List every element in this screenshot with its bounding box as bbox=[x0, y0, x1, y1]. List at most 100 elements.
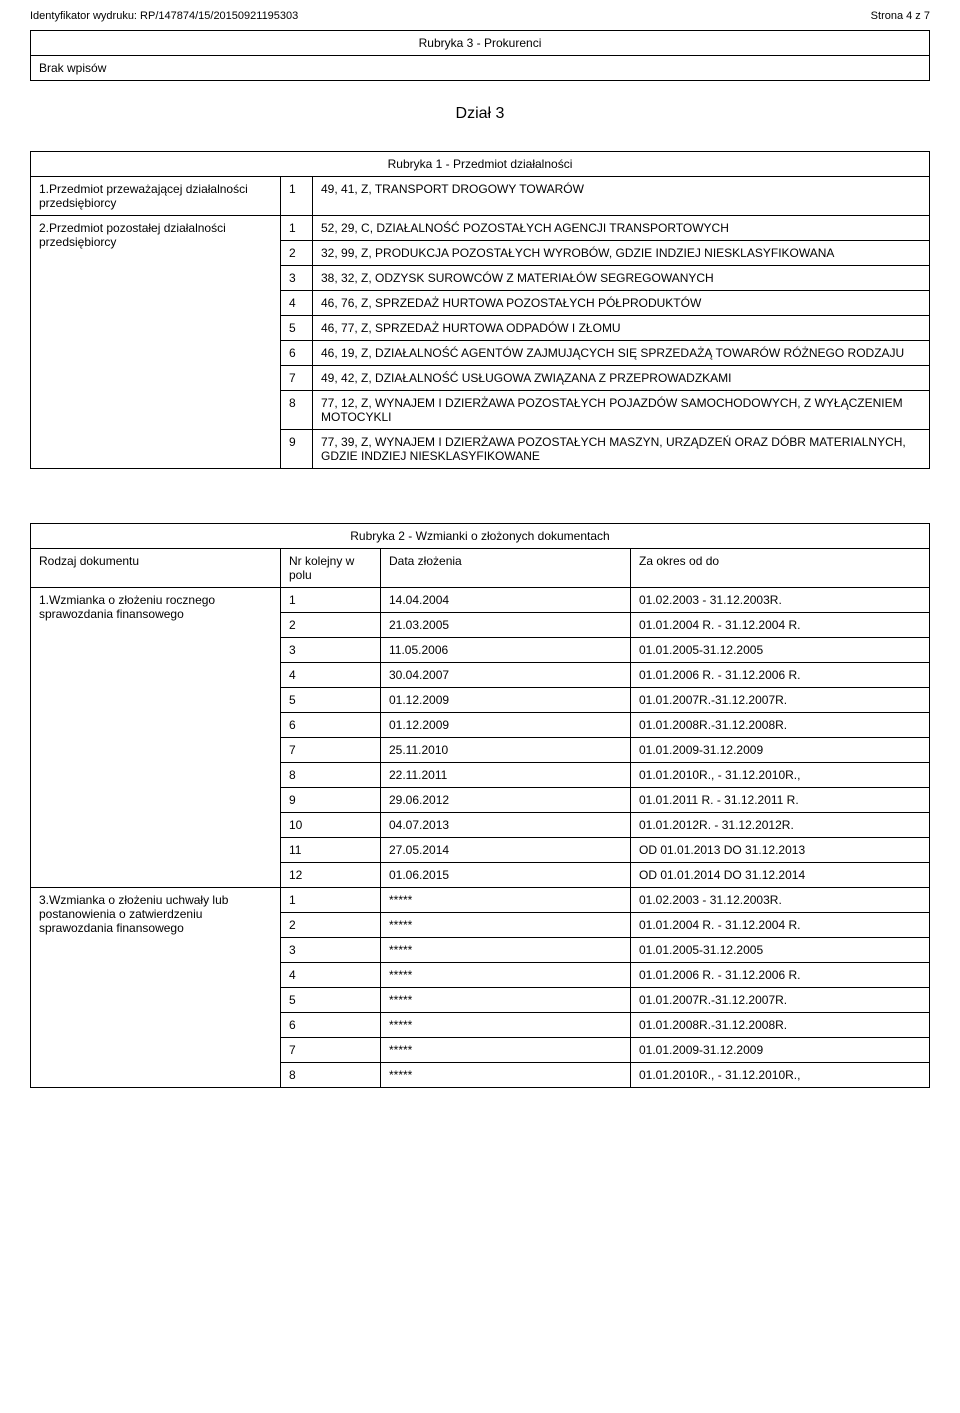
rubryka1-item-text: 52, 29, C, DZIAŁALNOŚĆ POZOSTAŁYCH AGENC… bbox=[313, 216, 930, 241]
rubryka2-title: Rubryka 2 - Wzmianki o złożonych dokumen… bbox=[31, 524, 930, 549]
table-cell-n: 6 bbox=[281, 1013, 381, 1038]
table-cell-period: 01.01.2005-31.12.2005 bbox=[631, 938, 930, 963]
table-cell-period: 01.01.2009-31.12.2009 bbox=[631, 738, 930, 763]
rubryka1-item-n: 2 bbox=[281, 241, 313, 266]
table-cell-n: 12 bbox=[281, 863, 381, 888]
table-cell-date: 21.03.2005 bbox=[381, 613, 631, 638]
dzial-heading: Dział 3 bbox=[30, 105, 930, 123]
rubryka1-item-n: 7 bbox=[281, 366, 313, 391]
table-cell-n: 9 bbox=[281, 788, 381, 813]
table-cell-n: 5 bbox=[281, 688, 381, 713]
rubryka2-group3-label: 3.Wzmianka o złożeniu uchwały lub postan… bbox=[31, 888, 281, 1088]
rubryka1-item-n: 4 bbox=[281, 291, 313, 316]
table-cell-n: 3 bbox=[281, 638, 381, 663]
table-cell-period: 01.01.2004 R. - 31.12.2004 R. bbox=[631, 913, 930, 938]
table-cell-n: 8 bbox=[281, 1063, 381, 1088]
rubryka3-table: Rubryka 3 - Prokurenci Brak wpisów bbox=[30, 30, 930, 81]
rubryka1-item-text: 46, 19, Z, DZIAŁALNOŚĆ AGENTÓW ZAJMUJĄCY… bbox=[313, 341, 930, 366]
table-cell-date: 29.06.2012 bbox=[381, 788, 631, 813]
rubryka1-row1-text: 49, 41, Z, TRANSPORT DROGOWY TOWARÓW bbox=[313, 177, 930, 216]
table-cell-period: OD 01.01.2013 DO 31.12.2013 bbox=[631, 838, 930, 863]
rubryka1-item-text: 46, 77, Z, SPRZEDAŻ HURTOWA ODPADÓW I ZŁ… bbox=[313, 316, 930, 341]
table-cell-period: 01.01.2005-31.12.2005 bbox=[631, 638, 930, 663]
table-cell-period: 01.01.2008R.-31.12.2008R. bbox=[631, 713, 930, 738]
table-cell-date: 01.12.2009 bbox=[381, 688, 631, 713]
rubryka3-empty: Brak wpisów bbox=[31, 56, 930, 81]
table-cell-period: 01.01.2009-31.12.2009 bbox=[631, 1038, 930, 1063]
table-cell-period: 01.01.2006 R. - 31.12.2006 R. bbox=[631, 963, 930, 988]
rubryka2-col-period: Za okres od do bbox=[631, 549, 930, 588]
rubryka1-item-text: 77, 12, Z, WYNAJEM I DZIERŻAWA POZOSTAŁY… bbox=[313, 391, 930, 430]
table-cell-period: 01.01.2010R., - 31.12.2010R., bbox=[631, 1063, 930, 1088]
rubryka2-group1-label: 1.Wzmianka o złożeniu rocznego sprawozda… bbox=[31, 588, 281, 888]
page-number: Strona 4 z 7 bbox=[871, 10, 930, 22]
table-cell-period: 01.01.2008R.-31.12.2008R. bbox=[631, 1013, 930, 1038]
table-cell-date: 30.04.2007 bbox=[381, 663, 631, 688]
rubryka1-item-n: 6 bbox=[281, 341, 313, 366]
table-cell-n: 11 bbox=[281, 838, 381, 863]
table-cell-n: 3 bbox=[281, 938, 381, 963]
rubryka1-row1-label: 1.Przedmiot przeważającej działalności p… bbox=[31, 177, 281, 216]
table-cell-date: 04.07.2013 bbox=[381, 813, 631, 838]
table-cell-n: 4 bbox=[281, 663, 381, 688]
table-cell-n: 4 bbox=[281, 963, 381, 988]
table-cell-date: ***** bbox=[381, 1063, 631, 1088]
table-cell-n: 10 bbox=[281, 813, 381, 838]
rubryka1-item-text: 46, 76, Z, SPRZEDAŻ HURTOWA POZOSTAŁYCH … bbox=[313, 291, 930, 316]
table-cell-date: ***** bbox=[381, 988, 631, 1013]
rubryka1-item-n: 9 bbox=[281, 430, 313, 469]
rubryka1-item-text: 77, 39, Z, WYNAJEM I DZIERŻAWA POZOSTAŁY… bbox=[313, 430, 930, 469]
table-cell-period: 01.01.2007R.-31.12.2007R. bbox=[631, 988, 930, 1013]
table-cell-date: ***** bbox=[381, 963, 631, 988]
rubryka2-table: Rubryka 2 - Wzmianki o złożonych dokumen… bbox=[30, 523, 930, 1088]
table-cell-date: ***** bbox=[381, 1013, 631, 1038]
page: Identyfikator wydruku: RP/147874/15/2015… bbox=[0, 0, 960, 1142]
table-cell-period: 01.02.2003 - 31.12.2003R. bbox=[631, 888, 930, 913]
rubryka1-item-text: 49, 42, Z, DZIAŁALNOŚĆ USŁUGOWA ZWIĄZANA… bbox=[313, 366, 930, 391]
rubryka1-item-n: 5 bbox=[281, 316, 313, 341]
table-cell-period: 01.01.2010R., - 31.12.2010R., bbox=[631, 763, 930, 788]
rubryka3-title: Rubryka 3 - Prokurenci bbox=[31, 31, 930, 56]
rubryka2-col-doc: Rodzaj dokumentu bbox=[31, 549, 281, 588]
rubryka1-item-n: 3 bbox=[281, 266, 313, 291]
rubryka1-title: Rubryka 1 - Przedmiot działalności bbox=[31, 152, 930, 177]
table-cell-date: 01.06.2015 bbox=[381, 863, 631, 888]
rubryka2-col-nr: Nr kolejny w polu bbox=[281, 549, 381, 588]
table-cell-n: 7 bbox=[281, 738, 381, 763]
table-cell-period: 01.01.2004 R. - 31.12.2004 R. bbox=[631, 613, 930, 638]
table-cell-n: 1 bbox=[281, 888, 381, 913]
rubryka2-col-date: Data złożenia bbox=[381, 549, 631, 588]
table-cell-n: 8 bbox=[281, 763, 381, 788]
table-cell-date: ***** bbox=[381, 938, 631, 963]
table-cell-period: 01.01.2006 R. - 31.12.2006 R. bbox=[631, 663, 930, 688]
rubryka1-item-text: 38, 32, Z, ODZYSK SUROWCÓW Z MATERIAŁÓW … bbox=[313, 266, 930, 291]
table-cell-period: 01.01.2007R.-31.12.2007R. bbox=[631, 688, 930, 713]
print-id: Identyfikator wydruku: RP/147874/15/2015… bbox=[30, 10, 298, 22]
table-cell-n: 1 bbox=[281, 588, 381, 613]
rubryka1-item-text: 32, 99, Z, PRODUKCJA POZOSTAŁYCH WYROBÓW… bbox=[313, 241, 930, 266]
page-header: Identyfikator wydruku: RP/147874/15/2015… bbox=[30, 10, 930, 22]
table-cell-date: 01.12.2009 bbox=[381, 713, 631, 738]
rubryka1-item-n: 8 bbox=[281, 391, 313, 430]
table-cell-n: 7 bbox=[281, 1038, 381, 1063]
table-cell-date: 11.05.2006 bbox=[381, 638, 631, 663]
table-cell-period: 01.01.2012R. - 31.12.2012R. bbox=[631, 813, 930, 838]
rubryka1-item-n: 1 bbox=[281, 216, 313, 241]
table-cell-n: 5 bbox=[281, 988, 381, 1013]
table-cell-date: ***** bbox=[381, 1038, 631, 1063]
table-cell-period: 01.01.2011 R. - 31.12.2011 R. bbox=[631, 788, 930, 813]
table-cell-period: OD 01.01.2014 DO 31.12.2014 bbox=[631, 863, 930, 888]
table-cell-n: 2 bbox=[281, 613, 381, 638]
rubryka1-row2-label: 2.Przedmiot pozostałej działalności prze… bbox=[31, 216, 281, 469]
table-cell-period: 01.02.2003 - 31.12.2003R. bbox=[631, 588, 930, 613]
table-cell-date: 22.11.2011 bbox=[381, 763, 631, 788]
table-cell-date: 14.04.2004 bbox=[381, 588, 631, 613]
table-cell-date: 27.05.2014 bbox=[381, 838, 631, 863]
table-cell-date: ***** bbox=[381, 913, 631, 938]
table-cell-n: 2 bbox=[281, 913, 381, 938]
table-cell-date: 25.11.2010 bbox=[381, 738, 631, 763]
table-cell-n: 6 bbox=[281, 713, 381, 738]
table-cell-date: ***** bbox=[381, 888, 631, 913]
rubryka1-table: Rubryka 1 - Przedmiot działalności 1.Prz… bbox=[30, 151, 930, 469]
rubryka1-row1-n: 1 bbox=[281, 177, 313, 216]
